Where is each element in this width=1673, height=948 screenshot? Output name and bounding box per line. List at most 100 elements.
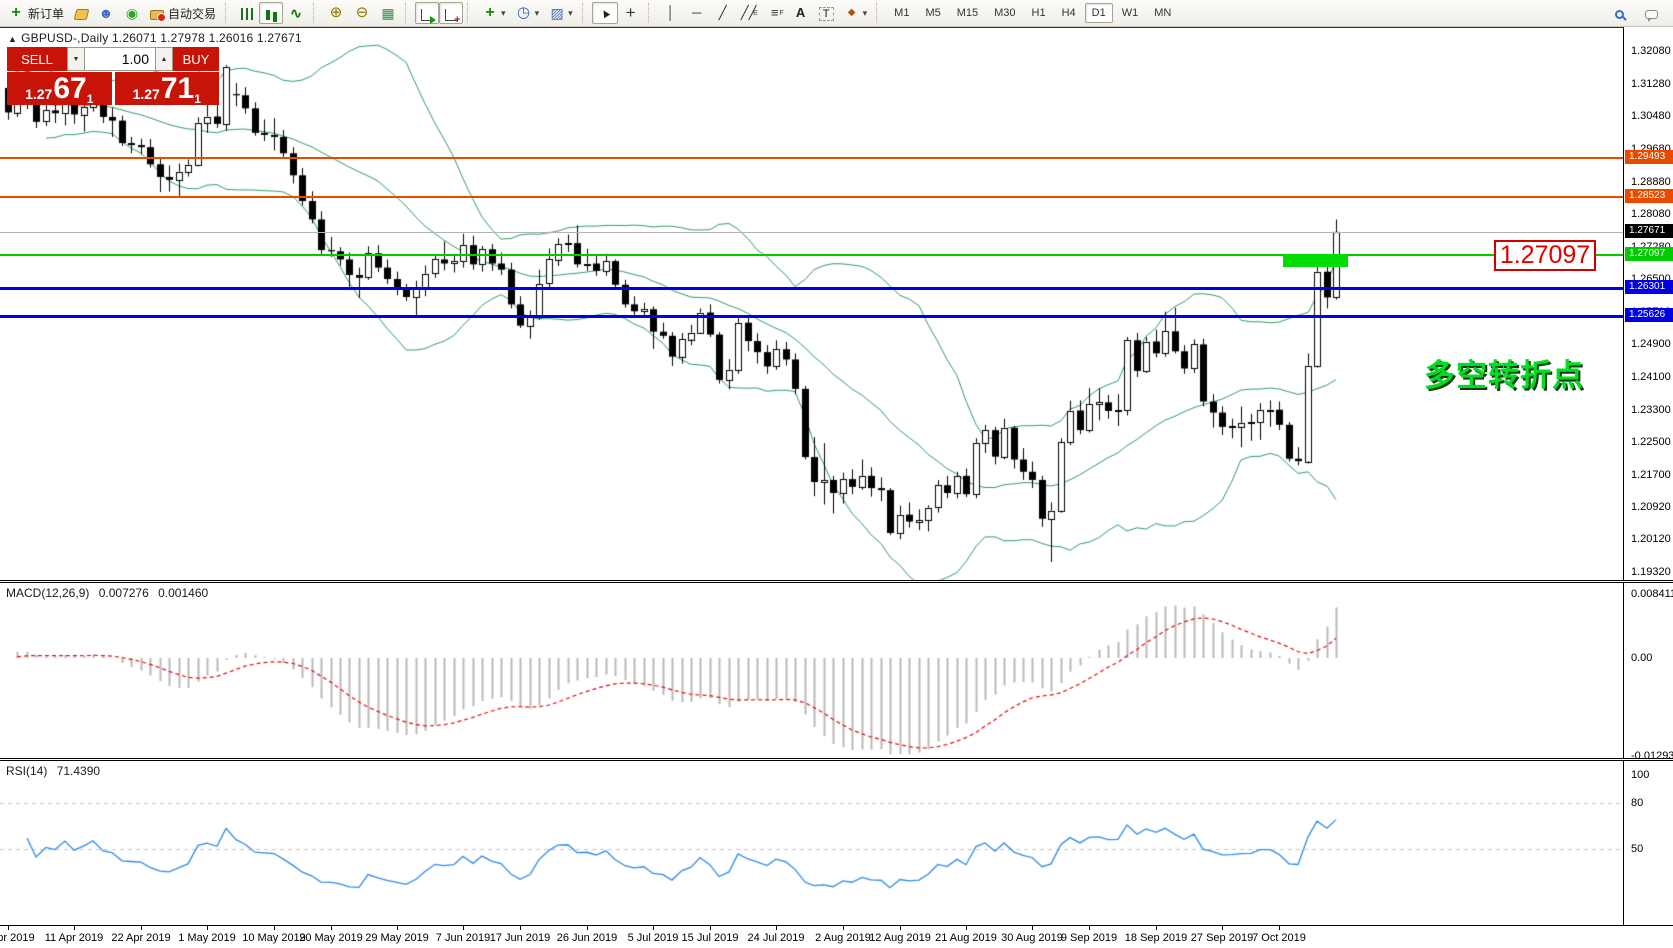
candlestick-chart-button[interactable]	[259, 2, 284, 24]
date-tick-mark	[1089, 926, 1090, 930]
channel-button[interactable]: ╱╱ E	[736, 2, 762, 24]
signals-button[interactable]: ◉	[119, 2, 145, 24]
timeframe-M5[interactable]: M5	[925, 7, 941, 19]
vertical-line-button[interactable]: │	[658, 2, 684, 24]
macd-chart-canvas[interactable]	[0, 583, 1623, 758]
market-button[interactable]: ☻	[93, 2, 119, 24]
date-axis: 2 Apr 2019 11 Apr 2019 22 Apr 2019 1 May 20…	[0, 925, 1673, 948]
toolbar-right-group	[1607, 2, 1673, 24]
timeframe-M30[interactable]: M30	[994, 7, 1016, 19]
volume-increase-button[interactable]: ▲	[155, 47, 173, 71]
periods-button[interactable]: ◷ ▾	[511, 2, 545, 24]
price-callout-label[interactable]: 1.27097	[1494, 240, 1596, 271]
timeframe-M1[interactable]: M1	[894, 7, 910, 19]
date-tick-mark	[653, 926, 654, 930]
date-tick-mark	[274, 926, 275, 930]
text-label-button[interactable]: T	[814, 2, 839, 24]
rsi-panel[interactable]: RSI(14) 71.4390	[0, 761, 1623, 925]
main-price-axis: 1.320801.312801.304801.296801.288801.280…	[1623, 27, 1673, 580]
zoom-in-button[interactable]: ⊕	[323, 2, 349, 24]
arrows-button[interactable]: ◆ ▾	[839, 2, 873, 24]
pivot-line[interactable]	[0, 254, 1623, 256]
date-tick-label: 15 Jul 2019	[681, 932, 739, 944]
pivot-annotation[interactable]: 多空转折点	[1424, 358, 1584, 393]
date-tick-label: 22 Apr 2019	[111, 932, 171, 944]
scroll-group	[415, 0, 464, 28]
support-line-lower[interactable]	[0, 315, 1623, 318]
date-tick-label: 2 Aug 2019	[815, 932, 871, 944]
sell-price[interactable]: 1.27 67 1	[7, 72, 112, 105]
cursor-group: ▲ +	[591, 0, 644, 27]
cursor-button[interactable]: ▲	[591, 2, 618, 24]
resistance-line-lower[interactable]	[0, 196, 1623, 198]
date-tick-label: 27 Sep 2019	[1190, 932, 1254, 944]
resistance-line-upper[interactable]	[0, 157, 1623, 159]
toolbar-separator	[313, 3, 320, 23]
candlestick-chart-canvas[interactable]	[0, 28, 1623, 580]
buy-price-figure: 1.27	[132, 86, 160, 102]
auto-scroll-button[interactable]	[415, 2, 440, 24]
volume-input[interactable]: 1.00	[85, 47, 155, 71]
fibonacci-button[interactable]: ≡ F	[762, 2, 788, 24]
price-tick-label: 1.30480	[1631, 110, 1671, 123]
search-button[interactable]	[1607, 2, 1631, 24]
axis-price-tag: 1.26301	[1625, 279, 1673, 294]
date-tick-label: 11 Apr 2019	[44, 932, 104, 944]
collapse-icon[interactable]: ▲	[8, 34, 18, 44]
indicators-button[interactable]: + ▾	[477, 2, 511, 24]
timeframe-MN[interactable]: MN	[1154, 7, 1172, 19]
clock-icon: ◷	[517, 4, 531, 21]
chart-shift-button[interactable]	[439, 2, 464, 28]
rsi-chart-canvas[interactable]	[0, 761, 1623, 925]
ohlc-close: 1.27671	[256, 31, 302, 45]
timeframe-D1[interactable]: D1	[1084, 3, 1113, 23]
price-tick-label: 1.22500	[1631, 436, 1671, 449]
new-order-button[interactable]: + 新订单	[3, 2, 69, 24]
chat-button[interactable]	[1639, 2, 1663, 24]
date-tick-mark	[1279, 926, 1280, 930]
equidistant-channel-icon: ╱╱ E	[740, 5, 758, 20]
pivot-highlight-rectangle[interactable]	[1283, 254, 1348, 267]
templates-button[interactable]: ▨ ▾	[544, 2, 578, 24]
date-tick-mark	[900, 926, 901, 930]
zoom-out-button[interactable]: ⊖	[349, 2, 375, 24]
new-order-icon: +	[11, 4, 21, 21]
objects-group: + ▾ ◷ ▾ ▨ ▾	[477, 0, 578, 27]
crosshair-button[interactable]: +	[618, 2, 644, 24]
timeframe-H4[interactable]: H4	[1061, 7, 1076, 19]
toolbar-separator	[225, 3, 232, 23]
date-tick-mark	[966, 926, 967, 930]
timeframe-M15[interactable]: M15	[956, 7, 979, 19]
timeframe-W1[interactable]: W1	[1121, 7, 1139, 19]
horizontal-line-button[interactable]: ─	[684, 2, 710, 24]
panel-separator[interactable]	[0, 758, 1673, 761]
main-chart-panel[interactable]: ▲ GBPUSD-,Daily 1.26071 1.27978 1.26016 1…	[0, 27, 1623, 580]
date-tick-label: 29 May 2019	[365, 932, 429, 944]
line-chart-button[interactable]: ∿	[283, 2, 309, 24]
panel-separator[interactable]	[0, 580, 1673, 583]
trendline-button[interactable]: ╱	[710, 2, 736, 24]
new-order-label: 新订单	[28, 6, 65, 21]
autotrading-button[interactable]: 自动交易	[145, 2, 221, 24]
date-tick-label: 9 Sep 2019	[1060, 932, 1118, 944]
buy-price[interactable]: 1.27 71 1	[114, 72, 219, 105]
price-tick-label: 1.21700	[1631, 468, 1671, 481]
buy-button[interactable]: BUY	[173, 47, 219, 71]
support-line-upper[interactable]	[0, 287, 1623, 290]
sell-button[interactable]: SELL	[7, 47, 67, 71]
current-price-line[interactable]	[0, 232, 1623, 233]
rsi-tick-label: 50	[1631, 843, 1644, 855]
signals-icon: ◉	[125, 5, 139, 21]
timeframe-H1[interactable]: H1	[1031, 7, 1046, 19]
date-tick-mark	[463, 926, 464, 930]
date-tick-label: 12 Aug 2019	[869, 932, 931, 944]
bar-chart-button[interactable]	[235, 2, 259, 24]
axis-price-tag: 1.25626	[1625, 307, 1673, 322]
macd-panel[interactable]: MACD(12,26,9) 0.007276 0.001460	[0, 583, 1623, 758]
volume-decrease-button[interactable]: ▼	[67, 47, 85, 71]
text-button[interactable]: A	[788, 2, 814, 24]
tile-windows-button[interactable]: ▦	[375, 2, 401, 24]
rsi-label: RSI(14) 71.4390	[6, 764, 106, 778]
metaeditor-button[interactable]	[69, 2, 93, 24]
